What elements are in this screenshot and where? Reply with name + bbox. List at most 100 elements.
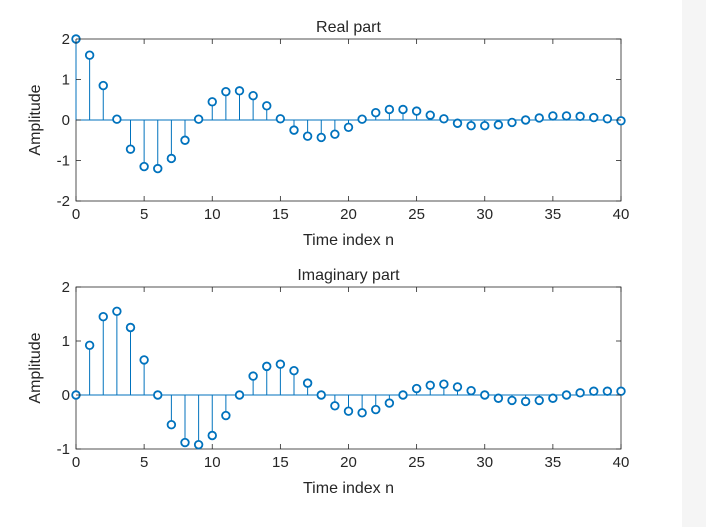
imaginary-part-stem-marker: [466, 385, 476, 396]
real-part-stem-marker: [411, 106, 422, 116]
imaginary-part-x-tick-label: 40: [613, 454, 630, 471]
imaginary-part-y-tick-label: 2: [62, 279, 70, 296]
real-part-x-tick-label: 15: [272, 206, 289, 223]
real-part-stems: [71, 34, 626, 174]
imaginary-part-stem-marker: [589, 386, 599, 396]
real-part-x-tick-label: 0: [72, 206, 80, 223]
real-part-stem-marker: [466, 120, 476, 131]
real-part-stem-marker: [398, 104, 408, 115]
imaginary-part-stem-marker: [534, 395, 544, 406]
imaginary-part-x-tick-label: 30: [476, 454, 493, 471]
real-part-stem-marker: [602, 114, 613, 124]
imaginary-part-title: Imaginary part: [297, 267, 400, 284]
imaginary-part-stem-marker: [425, 380, 435, 390]
real-part-stem-marker: [480, 120, 490, 131]
real-part-ylabel: Amplitude: [27, 84, 44, 155]
real-part-stem-marker: [534, 113, 544, 123]
real-part-x-tick-label: 20: [340, 206, 357, 223]
imaginary-part-frame: [75, 286, 622, 450]
imaginary-part-stem-marker: [548, 393, 558, 403]
imaginary-part-x-ticks: 0 5 10 15 20 25 30 35 40: [72, 287, 630, 471]
imaginary-part-x-tick-label: 0: [72, 454, 80, 471]
imaginary-part-stem-marker: [507, 395, 517, 406]
real-part-stem-marker: [289, 125, 299, 135]
imaginary-part-x-tick-label: 35: [545, 454, 562, 471]
real-part-x-tick-label: 40: [613, 206, 630, 223]
real-part-y-tick-label: -2: [57, 193, 70, 210]
imaginary-part-stem-marker: [125, 322, 136, 333]
imaginary-part-x-tick-label: 20: [340, 454, 357, 471]
imaginary-part-stem-marker: [139, 355, 149, 365]
real-part-y-tick-label: 1: [62, 72, 70, 89]
imaginary-part-x-tick-label: 10: [204, 454, 221, 471]
imaginary-part-stem-marker: [234, 390, 245, 400]
real-part-stem-marker: [234, 86, 245, 96]
imaginary-part-stem-marker: [166, 420, 177, 430]
imaginary-part-stem-marker: [207, 430, 217, 441]
imaginary-part-stem-marker: [330, 401, 340, 411]
imaginary-part-x-tick-label: 5: [140, 454, 148, 471]
imaginary-part-stem-marker: [275, 359, 286, 369]
real-part-stem-marker: [275, 114, 286, 124]
imaginary-part-stem-marker: [357, 408, 367, 418]
imaginary-part-stem-marker: [493, 393, 504, 403]
figure: 0 5 10 15 20 25 30 35 40 -2 -1 0 1 2 Real part Time …: [27, 19, 630, 497]
real-part-y-ticks: -2 -1 0 1 2: [57, 31, 621, 210]
real-part-stem-marker: [589, 112, 599, 123]
imaginary-part-stem-marker: [411, 383, 422, 394]
imaginary-part-stem-marker: [371, 404, 381, 415]
real-part-axes: 0 5 10 15 20 25 30 35 40 -2 -1 0 1 2 Real part Time …: [27, 19, 629, 249]
imaginary-part-stem-marker: [153, 390, 163, 400]
imaginary-part-stem-marker: [384, 398, 395, 408]
imaginary-part-y-tick-label: -1: [57, 441, 70, 458]
imaginary-part-stem-marker: [480, 390, 490, 400]
imaginary-part-stem-marker: [343, 406, 354, 416]
real-part-stem-marker: [98, 80, 108, 91]
imaginary-part-x-tick-label: 25: [408, 454, 425, 471]
real-part-x-tick-label: 10: [204, 206, 221, 223]
real-part-stem-marker: [302, 131, 313, 141]
real-part-stem-marker: [439, 114, 449, 124]
real-part-stem-marker: [575, 111, 585, 122]
real-part-stem-marker: [193, 114, 204, 124]
real-part-stem-marker: [180, 135, 190, 145]
real-part-stem-marker: [330, 129, 340, 139]
real-part-stem-marker: [371, 108, 381, 118]
imaginary-part-stem-marker: [180, 437, 190, 448]
real-part-stem-marker: [561, 111, 572, 121]
real-part-stem-marker: [357, 114, 367, 124]
real-part-xlabel: Time index n: [303, 232, 394, 249]
real-part-stem-marker: [343, 122, 354, 132]
real-part-stem-marker: [153, 163, 163, 174]
real-part-stem-marker: [507, 117, 517, 128]
real-part-stem-marker: [316, 132, 326, 143]
real-part-x-tick-label: 35: [545, 206, 562, 223]
real-part-y-tick-label: 2: [62, 31, 70, 48]
imaginary-part-x-tick-label: 15: [272, 454, 289, 471]
imaginary-part-stem-marker: [302, 378, 313, 388]
real-part-stem-marker: [248, 90, 258, 101]
imaginary-part-stem-marker: [193, 439, 204, 450]
real-part-stem-marker: [125, 144, 136, 154]
real-part-stem-marker: [384, 104, 395, 115]
real-part-x-ticks: 0 5 10 15 20 25 30 35 40: [72, 39, 630, 223]
imaginary-part-stem-marker: [98, 312, 108, 322]
imaginary-part-stem-marker: [452, 382, 463, 392]
imaginary-part-stem-marker: [575, 388, 585, 398]
real-part-stem-marker: [139, 161, 149, 172]
imaginary-part-stem-marker: [248, 371, 258, 381]
imaginary-part-stem-marker: [602, 386, 613, 396]
imaginary-part-xlabel: Time index n: [303, 480, 394, 497]
imaginary-part-stem-marker: [439, 379, 449, 389]
imaginary-part-y-ticks: -1 0 1 2: [57, 279, 621, 458]
imaginary-part-stem-marker: [316, 390, 326, 400]
imaginary-part-stem-marker: [520, 396, 531, 407]
real-part-title: Real part: [316, 19, 381, 36]
real-part-stem-marker: [84, 50, 95, 60]
real-part-stem-marker: [425, 110, 435, 120]
imaginary-part-stem-marker: [112, 306, 122, 316]
real-part-stem-marker: [262, 101, 272, 111]
imaginary-part-stem-marker: [262, 361, 272, 372]
